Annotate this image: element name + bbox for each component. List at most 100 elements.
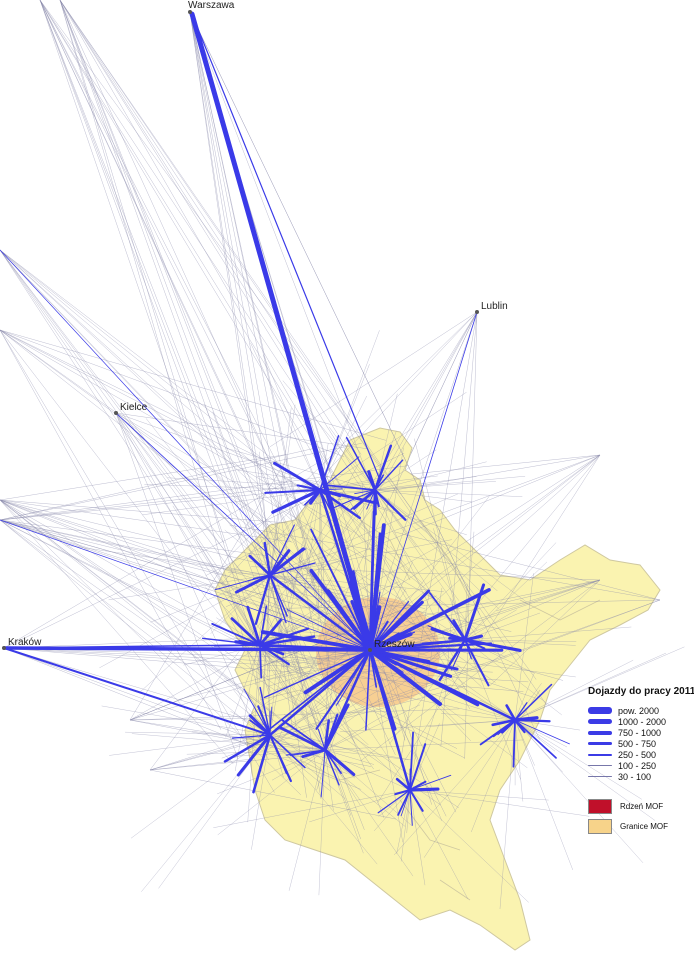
flow-line bbox=[371, 311, 478, 651]
flow-line bbox=[0, 249, 371, 651]
flow-line-minor bbox=[115, 412, 269, 655]
city-label-rzeszow: Rzeszów bbox=[374, 639, 415, 650]
flow-line bbox=[463, 583, 486, 642]
flow-line-minor bbox=[464, 639, 577, 642]
flow-line-minor bbox=[281, 649, 371, 667]
flow-line-minor bbox=[453, 579, 601, 641]
flow-line-minor bbox=[514, 646, 685, 721]
flow-line bbox=[368, 642, 493, 652]
flow-line-minor bbox=[244, 518, 371, 651]
flow-line-minor bbox=[189, 11, 296, 595]
flow-line-minor bbox=[144, 484, 321, 491]
flow-line bbox=[257, 705, 272, 737]
legend-line-swatch bbox=[588, 707, 612, 714]
flow-line bbox=[367, 605, 382, 653]
flow-line-minor bbox=[269, 541, 303, 736]
legend-class-row: 30 - 100 bbox=[588, 771, 692, 782]
flow-line bbox=[202, 637, 261, 646]
legend-area-row: Rdzeń MOF bbox=[588, 796, 692, 816]
flow-line-minor bbox=[377, 454, 601, 803]
flow-line-minor bbox=[283, 639, 466, 730]
flow-line-minor bbox=[0, 249, 374, 770]
flow-line-minor bbox=[328, 426, 376, 491]
flow-line-minor bbox=[271, 749, 326, 781]
flow-line-minor bbox=[269, 702, 333, 736]
flow-line-minor bbox=[130, 734, 271, 839]
flow-line-minor bbox=[142, 489, 321, 516]
flow-line bbox=[258, 618, 282, 647]
flow-line-minor bbox=[39, 0, 470, 695]
flow-line-minor bbox=[320, 548, 466, 641]
flow-line bbox=[320, 749, 326, 798]
flow-line bbox=[268, 573, 372, 652]
flow-line-minor bbox=[283, 713, 326, 751]
flow-line-minor bbox=[3, 463, 317, 649]
flow-line-minor bbox=[324, 712, 389, 751]
flow-line-minor bbox=[514, 673, 535, 721]
flow-line-minor bbox=[514, 573, 534, 721]
legend-line-swatch bbox=[588, 730, 612, 735]
flow-line-minor bbox=[101, 705, 271, 736]
flow-line-minor bbox=[189, 11, 293, 730]
flow-line bbox=[438, 638, 467, 682]
flow-line bbox=[351, 570, 372, 652]
flow-line bbox=[271, 488, 322, 514]
flow-line bbox=[397, 789, 411, 816]
flow-line bbox=[464, 639, 486, 650]
flow-line-minor bbox=[228, 572, 271, 576]
flow-line-minor bbox=[0, 249, 316, 492]
flow-line-minor bbox=[149, 758, 253, 771]
flow-line-minor bbox=[283, 621, 326, 751]
flow-line-minor bbox=[0, 329, 353, 533]
flow-line-minor bbox=[39, 0, 537, 680]
flow-line-minor bbox=[0, 499, 356, 779]
flow-line-minor bbox=[0, 483, 315, 521]
flow-line-minor bbox=[0, 519, 458, 749]
legend-line-swatch bbox=[588, 765, 612, 766]
flow-line bbox=[369, 649, 378, 688]
flow-line-minor bbox=[167, 477, 376, 491]
flow-line-minor bbox=[324, 749, 375, 765]
flow-line-minor bbox=[39, 0, 271, 673]
flow-line-minor bbox=[0, 249, 318, 675]
flow-line-minor bbox=[312, 618, 371, 651]
flow-line-minor bbox=[304, 489, 321, 594]
flow-line bbox=[479, 719, 516, 746]
flow-line-minor bbox=[433, 528, 466, 641]
flow-line-minor bbox=[319, 476, 386, 491]
flow-line bbox=[373, 488, 380, 508]
flow-line-minor bbox=[514, 652, 667, 721]
flow-line bbox=[236, 733, 272, 777]
flow-line-minor bbox=[374, 489, 498, 592]
flow-line bbox=[429, 592, 466, 641]
flow-line-minor bbox=[269, 525, 280, 576]
flow-line bbox=[324, 705, 348, 751]
flow-line-minor bbox=[287, 644, 326, 751]
city-label-kielce: Kielce bbox=[120, 402, 148, 413]
flow-line-minor bbox=[39, 0, 365, 830]
flow-line-minor bbox=[0, 499, 442, 806]
flow-line-minor bbox=[0, 329, 348, 511]
flow-line-minor bbox=[172, 505, 261, 646]
flow-line-minor bbox=[115, 412, 459, 614]
flow-line bbox=[248, 554, 272, 577]
flow-line bbox=[514, 683, 553, 721]
flow-line-minor bbox=[149, 755, 305, 771]
flow-line-minor bbox=[319, 489, 467, 536]
flow-line-minor bbox=[269, 574, 282, 635]
flow-line-minor bbox=[149, 684, 451, 771]
flow-line-minor bbox=[464, 311, 478, 759]
flow-line-minor bbox=[263, 579, 601, 648]
flow-line bbox=[191, 13, 321, 471]
flow-line bbox=[260, 630, 372, 652]
flow-line-minor bbox=[409, 789, 590, 817]
flow-line bbox=[296, 484, 322, 492]
flow-line-minor bbox=[145, 418, 271, 576]
flow-line bbox=[268, 733, 292, 783]
flow-line bbox=[3, 647, 271, 736]
flow-line bbox=[512, 719, 516, 768]
flow-line-minor bbox=[0, 465, 409, 521]
flow-line-minor bbox=[394, 531, 661, 601]
flow-line bbox=[368, 648, 431, 663]
flow-line-minor bbox=[59, 0, 482, 674]
